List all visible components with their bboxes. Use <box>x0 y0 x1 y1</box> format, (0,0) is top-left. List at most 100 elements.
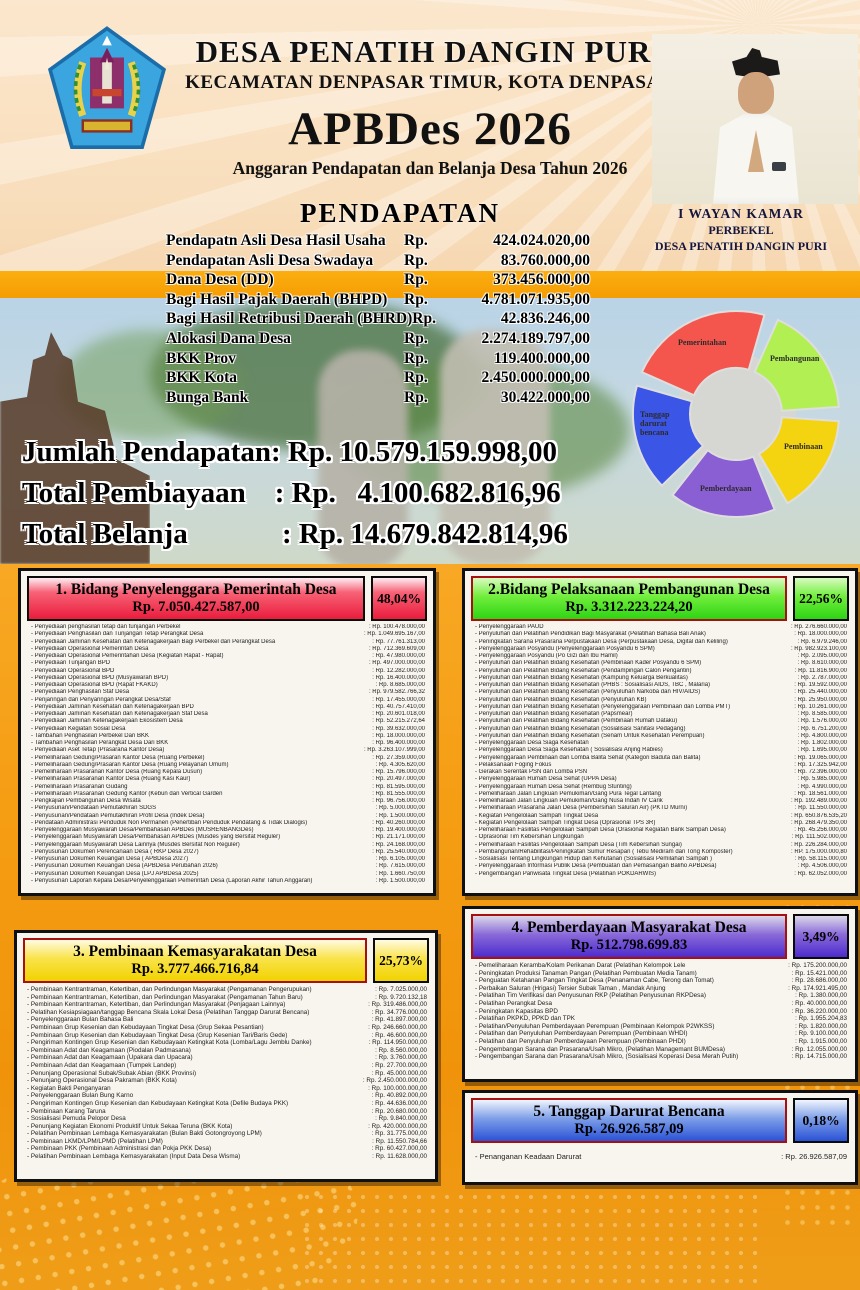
line-item-label: Perbaikan Saluran (Hrigasi) Tersier Suba… <box>475 985 782 993</box>
pendapatan-row: Alokasi Dana Desa Rp. 2.274.189.797,00 <box>166 329 590 349</box>
line-item-label: Pelatihan/Penyuluhan Pemberdayaan Peremp… <box>475 1023 789 1031</box>
line-item-label: Pemeliharaan Prasarana Jalan Desa (Pembe… <box>475 805 789 812</box>
section-box-tanggap-darurat: 5. Tanggap Darurat Bencana Rp. 26.926.58… <box>462 1090 858 1185</box>
pendapatan-list: Pendapatn Asli Desa Hasil Usaha Rp. 424.… <box>166 231 590 407</box>
line-item-value: Rp. 1.576.000,00 <box>798 718 847 725</box>
pendapatan-amount: 119.400.000,00 <box>493 349 590 367</box>
line-item: Penyelenggaraan Pembinaan dan Lomba Bali… <box>475 755 847 762</box>
donut-segment-label: Pemberdayaan3.49% <box>700 484 752 493</box>
line-item-value: Rp. 4.506.000,00 <box>798 863 847 870</box>
donut-segment-pembangunan <box>753 318 840 412</box>
line-item-label: Pengembangan Sarana dan Prasarana/Usah M… <box>475 1046 786 1054</box>
section-title: 3. Pembinaan Kemasyarakatan Desa <box>73 943 317 960</box>
line-item: Penyusunan Laporan Kepala Desa/Penyeleng… <box>31 878 425 885</box>
line-item: Perbaikan Saluran (Hrigasi) Tersier Suba… <box>475 985 847 993</box>
line-item: Pemeliharaan Keramba/Kolam Perikanan Dar… <box>475 962 847 970</box>
line-item: Pelatihan Tim Verifikasi dan Penyusunan … <box>475 992 847 1000</box>
line-item-value: Rp. 45.256.000,00 <box>794 827 847 834</box>
village-logo <box>47 26 167 149</box>
line-item-label: Penyediaan Jaminan Ketenagakerjaan Ekosi… <box>31 718 366 725</box>
line-item-value: Rp. 96.400.000,00 <box>372 740 425 747</box>
pendapatan-row: BKK Prov Rp. 119.400.000,00 <box>166 349 590 369</box>
pendapatan-label: Bagi Hasil Pajak Daerah (BHPD) <box>166 290 388 308</box>
line-item-label: Pengkajian Pembangunan Desa Wisata <box>31 798 366 805</box>
line-item-value: Rp. 62.052.000,00 <box>794 871 847 878</box>
line-item-label: Penyelenggaraan Musyawarah Desa/Pembahas… <box>31 827 366 834</box>
line-item-label: Penyusunan/Pendataan Pemutakhiran Profil… <box>31 813 370 820</box>
line-item-label: Penguatan Ketahanan Pangan Tingkat Desa … <box>475 977 786 985</box>
line-item-label: Sosialisasi Pemuda Pelopor Desa <box>27 1115 369 1123</box>
line-item-value: Rp. 24.168.000,00 <box>372 842 425 849</box>
line-item-value: Rp. 39.632.000,00 <box>372 726 425 733</box>
line-item-label: Penyelenggaraan PAUD <box>475 624 785 631</box>
line-item: Pemeliharaan Fasilitas Pengelolaan Sampa… <box>475 842 847 849</box>
line-item: Sosialisasi Pemuda Pelopor Desa Rp. 9.84… <box>27 1115 427 1123</box>
pendapatan-row: BKK Kota Rp. 2.450.000.000,00 <box>166 368 590 388</box>
line-item-value: Rp. 25.950.000,00 <box>794 697 847 704</box>
line-item-value: Rp. 497.000.000,00 <box>369 660 425 667</box>
line-item: Penyelenggaraan Musyawarah Desa/Pembahas… <box>31 827 425 834</box>
line-item: Penyediaan Jaminan Kesehatan dan Ketenag… <box>31 639 425 646</box>
line-item-value: Rp. 1.820.000,00 <box>795 1023 847 1031</box>
line-item: Gerakan Serentak PSN dan Lomba PSN Rp. 7… <box>475 769 847 776</box>
line-item: Penyediaan penghasilan tetap dan tunjang… <box>31 624 425 631</box>
line-item-label: Pelatihan Perangkat Desa <box>475 1000 786 1008</box>
section-title-panel: 1. Bidang Penyelenggara Pemerintah Desa … <box>27 576 365 621</box>
line-item: Penyelenggaraan Rumah Desa Sehat (UPPA D… <box>475 776 847 783</box>
line-item-label: Penyediaan Penghasilan Staf Desa <box>31 689 363 696</box>
line-item-label: Kegiatan Pengelolaan Sampah Tingkat Desa… <box>475 820 785 827</box>
line-item-label: Gerakan Serentak PSN dan Lomba PSN <box>475 769 788 776</box>
line-item-label: Pengembangan Pariwisata Tingkat Desa (Pe… <box>475 871 788 878</box>
line-item: Pembinaan Kentrantraman, Ketertiban, dan… <box>27 994 427 1002</box>
line-item-label: Pembinaan Kentrantraman, Ketertiban, dan… <box>27 986 369 994</box>
line-item-value: Rp. 192.489.000,00 <box>791 798 847 805</box>
donut-chart-svg <box>632 310 840 518</box>
section-amount: Rp. 7.050.427.587,00 <box>132 599 260 615</box>
line-item-value: Rp. 12.055.000,00 <box>792 1046 847 1054</box>
line-item: Penyelenggaraan Posyandu (Penyelenggaraa… <box>475 646 847 653</box>
line-item-value: Rp. 72.396.000,00 <box>794 769 847 776</box>
line-item: Penanganan Keadaan Darurat Rp. 26.926.58… <box>475 1151 847 1163</box>
line-item-label: Penyuluhan dan Pelatihan Bidang Kesehata… <box>475 697 788 704</box>
line-item: Penyusunan/Pendataan Pemutakhiran Profil… <box>31 813 425 820</box>
line-item-value: Rp. 114.950.000,00 <box>369 1039 427 1047</box>
line-item-label: Pelatihan Kesiapsiagaan/tanggap Bencana … <box>27 1009 366 1017</box>
line-item-label: Penyuluhan dan Pelatihan Bidang Kesehata… <box>475 689 788 696</box>
section-title-panel: 5. Tanggap Darurat Bencana Rp. 26.926.58… <box>471 1098 787 1143</box>
total-pendapatan: Jumlah Pendapatan: Rp. 10.579.159.998,00 <box>22 436 557 468</box>
donut-segment-label: Pemerintahan48.04% <box>678 338 727 347</box>
line-item-label: Pemeliharaan Gedung/Prasaran Kantor Desa… <box>31 755 366 762</box>
line-item-value: Rp. 11.550.000,00 <box>795 805 847 812</box>
section-percent-badge: 3,49% <box>793 914 849 959</box>
line-item-value: Rp. 6.105.000,00 <box>376 856 425 863</box>
section-percent-badge: 22,56% <box>793 576 849 621</box>
line-item-label: Pelaksanaan Foging Fokus <box>475 762 788 769</box>
line-item: Penyelenggaraan Desa Siaga Kesehatan ( S… <box>475 747 847 754</box>
donut-segment-pemberdayaan <box>671 448 776 518</box>
program-title: APBDes 2026 <box>288 103 572 155</box>
line-item-value: Rp. 9.720.132,18 <box>375 994 427 1002</box>
line-item-value: RP. 175.000.000,80 <box>791 849 847 856</box>
line-item: Penunjang Kegiatan Ekonomi Produktif Unt… <box>27 1123 427 1131</box>
line-item-label: Penunjang Operasional Subak/Subak Abian … <box>27 1070 366 1078</box>
pendapatan-label: BKK Prov <box>166 349 236 367</box>
line-item-value: Rp. 100.000.000,00 <box>368 1085 427 1093</box>
line-item: Penyediaan Operasional Pemerintahan Desa… <box>31 653 425 660</box>
line-item-value: Rp. 1.695.000,00 <box>798 747 847 754</box>
line-item-label: Pemeliharaan Prasaranan Kantor Desa (Rua… <box>31 776 366 783</box>
section-items: Pemeliharaan Keramba/Kolam Perikanan Dar… <box>475 962 847 1061</box>
line-item-label: Pemeliharaan Jalan Lingkuan Pemukiman/Ga… <box>475 798 785 805</box>
currency-label: Rp. <box>404 329 428 347</box>
pendapatan-label: Bunga Bank <box>166 388 249 406</box>
line-item-value: Rp. 6.751.200,00 <box>798 726 847 733</box>
line-item: Penyuluhan dan Pelatihan Pendidikan Bagi… <box>475 631 847 638</box>
line-item: Pemeliharaan Prasaranan Gedung Kantor (K… <box>31 791 425 798</box>
line-item-label: Pembinaan PKK (Pembinaan Administrasi da… <box>27 1145 366 1153</box>
line-item-value: Rp. 60.427.000,00 <box>372 1145 427 1153</box>
line-item-value: Rp. 8.585.000,00 <box>798 711 847 718</box>
line-item: Penyediaan Operasional BPD Rp. 12.282.00… <box>31 668 425 675</box>
currency-label: Rp. <box>404 388 428 406</box>
donut-segment-label: Pembangunan22.56% <box>770 354 820 363</box>
official-caption: I WAYAN KAMAR PERBEKEL DESA PENATIH DANG… <box>622 206 860 254</box>
line-item: Pengkajian Pembangunan Desa Wisata Rp. 9… <box>31 798 425 805</box>
